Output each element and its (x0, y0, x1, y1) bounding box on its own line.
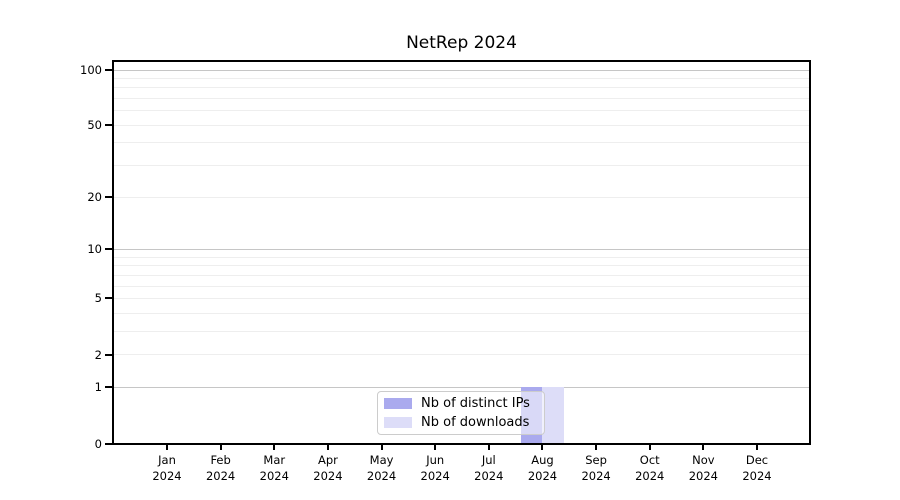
x-tick-mark (702, 445, 705, 450)
minor-gridline (114, 87, 809, 89)
minor-gridline (114, 297, 809, 299)
x-tick-mark (380, 445, 383, 450)
x-tick-mark (166, 445, 168, 450)
minor-gridline (114, 256, 809, 258)
chart-title: NetRep 2024 (406, 33, 517, 53)
x-tick-label-dec: Dec 2024 (742, 453, 772, 483)
x-tick-label-nov: Nov 2024 (688, 453, 718, 483)
x-tick-label-sep: Sep 2024 (581, 453, 611, 483)
y-tick-label: 5 (94, 291, 102, 306)
x-tick-mark (219, 445, 222, 450)
legend-swatch-distinct-ips (384, 397, 412, 409)
x-tick-label-aug: Aug 2024 (527, 453, 558, 483)
x-tick-label-may: May 2024 (366, 453, 397, 483)
x-tick-label-jul: Jul 2024 (474, 453, 504, 483)
x-tick-mark (434, 445, 437, 450)
minor-gridline (114, 285, 809, 287)
x-tick-mark (756, 445, 758, 450)
y-tick-mark (105, 69, 112, 71)
legend-label-downloads: Nb of downloads (421, 415, 530, 431)
x-tick-mark (541, 445, 544, 450)
y-tick-label: 20 (87, 190, 102, 205)
y-tick-mark (105, 353, 112, 356)
minor-gridline (114, 110, 809, 112)
x-tick-label-oct: Oct 2024 (635, 453, 665, 483)
minor-gridline (114, 312, 809, 314)
minor-gridline (114, 142, 809, 144)
minor-gridline (114, 330, 809, 332)
y-tick-mark (105, 124, 112, 127)
legend-item-distinct-ips: Nb of distinct IPs (384, 394, 538, 413)
bar-downloads-aug (542, 387, 564, 444)
legend: Nb of distinct IPs Nb of downloads (377, 391, 545, 435)
minor-gridline (114, 77, 809, 79)
x-tick-mark (487, 445, 490, 450)
y-tick-mark (105, 386, 112, 389)
y-tick-label: 1 (94, 380, 102, 395)
x-tick-mark (326, 445, 329, 450)
x-tick-label-mar: Mar 2024 (259, 453, 289, 483)
minor-gridline (114, 124, 809, 126)
major-gridline (114, 386, 809, 388)
x-tick-label-jun: Jun 2024 (420, 453, 450, 483)
minor-gridline (114, 165, 809, 167)
x-tick-mark (595, 445, 598, 450)
minor-gridline (114, 274, 809, 276)
legend-label-distinct-ips: Nb of distinct IPs (421, 395, 530, 411)
y-tick-label: 100 (80, 63, 102, 77)
y-tick-mark (105, 297, 112, 300)
major-gridline (114, 248, 809, 250)
legend-swatch-downloads (384, 417, 412, 429)
x-tick-label-feb: Feb 2024 (205, 453, 236, 483)
x-tick-label-jan: Jan 2024 (152, 453, 182, 483)
y-tick-label: 10 (87, 242, 102, 257)
minor-gridline (114, 196, 809, 198)
y-tick-mark (105, 442, 112, 445)
major-gridline (114, 69, 809, 71)
x-tick-mark (273, 445, 276, 450)
x-tick-label-apr: Apr 2024 (313, 453, 343, 483)
y-tick-mark (105, 248, 112, 251)
y-tick-mark (105, 196, 112, 199)
minor-gridline (114, 98, 809, 100)
minor-gridline (114, 354, 809, 356)
y-tick-label: 0 (94, 436, 102, 451)
legend-item-downloads: Nb of downloads (384, 414, 538, 433)
minor-gridline (114, 265, 809, 267)
y-tick-label: 50 (87, 118, 102, 133)
y-tick-label: 2 (94, 347, 102, 362)
x-tick-mark (648, 445, 651, 450)
